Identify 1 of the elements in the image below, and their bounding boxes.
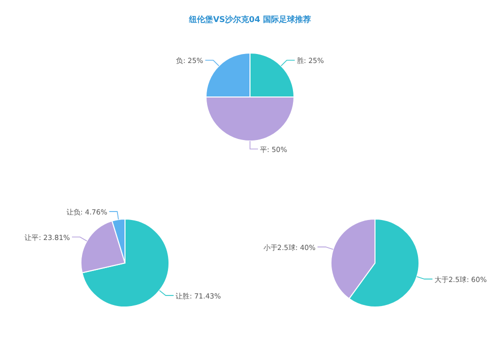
chart-title: 纽伦堡VS沙尔克04 国际足球推荐 bbox=[188, 15, 311, 24]
